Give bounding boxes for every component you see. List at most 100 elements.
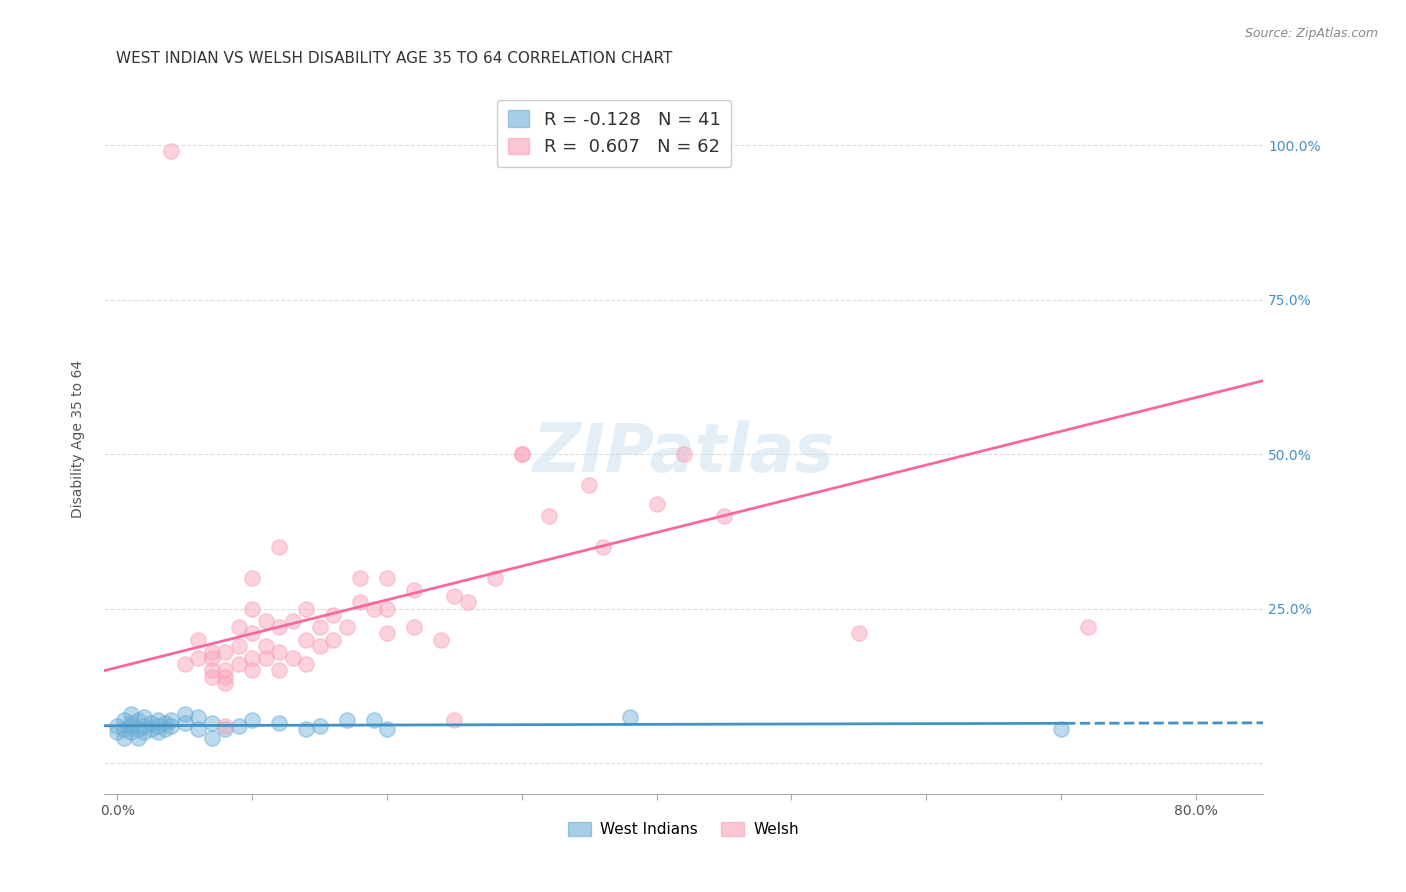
Point	[160, 713, 183, 727]
Point	[269, 664, 291, 678]
Point	[295, 722, 318, 736]
Point	[228, 657, 250, 672]
Point	[375, 571, 398, 585]
Point	[619, 710, 641, 724]
Point	[457, 595, 479, 609]
Point	[443, 590, 465, 604]
Text: Source: ZipAtlas.com: Source: ZipAtlas.com	[1244, 27, 1378, 40]
Point	[214, 664, 236, 678]
Point	[402, 583, 425, 598]
Point	[153, 722, 176, 736]
Text: WEST INDIAN VS WELSH DISABILITY AGE 35 TO 64 CORRELATION CHART: WEST INDIAN VS WELSH DISABILITY AGE 35 T…	[115, 51, 672, 66]
Point	[228, 719, 250, 733]
Point	[349, 595, 371, 609]
Point	[848, 626, 870, 640]
Point	[214, 719, 236, 733]
Point	[201, 731, 224, 746]
Point	[240, 713, 263, 727]
Point	[187, 722, 209, 736]
Point	[443, 713, 465, 727]
Point	[120, 725, 142, 739]
Point	[254, 614, 277, 628]
Point	[672, 447, 695, 461]
Point	[201, 670, 224, 684]
Point	[134, 710, 156, 724]
Point	[187, 710, 209, 724]
Point	[173, 715, 195, 730]
Point	[363, 601, 385, 615]
Text: ZIPatlas: ZIPatlas	[533, 420, 835, 486]
Point	[146, 725, 169, 739]
Point	[295, 601, 318, 615]
Point	[153, 715, 176, 730]
Point	[322, 632, 344, 647]
Point	[201, 645, 224, 659]
Point	[228, 620, 250, 634]
Point	[127, 731, 149, 746]
Legend: West Indians, Welsh: West Indians, Welsh	[562, 816, 806, 843]
Point	[107, 725, 129, 739]
Point	[537, 508, 560, 523]
Point	[240, 601, 263, 615]
Point	[201, 715, 224, 730]
Point	[214, 645, 236, 659]
Point	[269, 540, 291, 554]
Point	[173, 706, 195, 721]
Point	[295, 632, 318, 647]
Point	[375, 626, 398, 640]
Point	[375, 601, 398, 615]
Point	[201, 664, 224, 678]
Point	[578, 478, 600, 492]
Point	[112, 722, 135, 736]
Point	[112, 731, 135, 746]
Point	[120, 719, 142, 733]
Point	[484, 571, 506, 585]
Point	[308, 719, 330, 733]
Point	[146, 713, 169, 727]
Point	[349, 571, 371, 585]
Point	[160, 719, 183, 733]
Point	[134, 719, 156, 733]
Point	[254, 651, 277, 665]
Point	[120, 706, 142, 721]
Point	[141, 722, 163, 736]
Point	[112, 713, 135, 727]
Point	[645, 497, 668, 511]
Point	[510, 447, 533, 461]
Point	[228, 639, 250, 653]
Point	[269, 645, 291, 659]
Point	[127, 722, 149, 736]
Point	[240, 651, 263, 665]
Point	[107, 719, 129, 733]
Point	[375, 722, 398, 736]
Point	[336, 620, 359, 634]
Point	[240, 571, 263, 585]
Point	[430, 632, 453, 647]
Point	[214, 722, 236, 736]
Point	[214, 675, 236, 690]
Point	[713, 508, 735, 523]
Point	[141, 715, 163, 730]
Point	[120, 715, 142, 730]
Point	[592, 540, 614, 554]
Point	[308, 639, 330, 653]
Y-axis label: Disability Age 35 to 64: Disability Age 35 to 64	[72, 359, 86, 518]
Point	[1050, 722, 1073, 736]
Point	[363, 713, 385, 727]
Point	[214, 670, 236, 684]
Point	[254, 639, 277, 653]
Point	[281, 651, 304, 665]
Point	[510, 447, 533, 461]
Point	[240, 664, 263, 678]
Point	[187, 632, 209, 647]
Point	[240, 626, 263, 640]
Point	[281, 614, 304, 628]
Point	[173, 657, 195, 672]
Point	[1077, 620, 1099, 634]
Point	[134, 725, 156, 739]
Point	[187, 651, 209, 665]
Point	[269, 715, 291, 730]
Point	[295, 657, 318, 672]
Point	[402, 620, 425, 634]
Point	[322, 607, 344, 622]
